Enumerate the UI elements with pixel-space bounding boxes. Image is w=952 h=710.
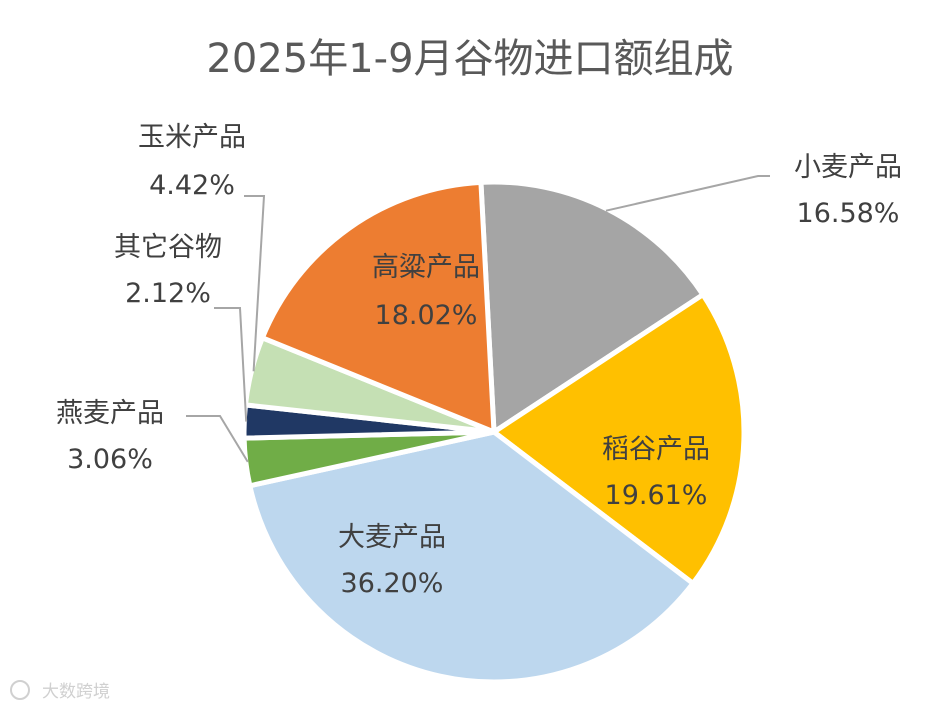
- label-name-barley: 大麦产品: [338, 522, 446, 553]
- pie-slice-wheat: [478, 179, 706, 435]
- label-name-oats: 燕麦产品: [56, 398, 164, 429]
- label-name-sorghum: 高粱产品: [372, 252, 480, 283]
- label-value-rice: 19.61%: [605, 480, 708, 511]
- leader-line-corn: [244, 195, 266, 372]
- chart-title: 2025年1-9月谷物进口额组成: [206, 36, 733, 82]
- watermark-text: 大数跨境: [42, 682, 110, 702]
- pie-slice-barley: [247, 429, 696, 685]
- label-value-other: 2.12%: [125, 278, 211, 309]
- leader-line-wheat: [605, 175, 770, 212]
- pie-slice-rice: [491, 292, 747, 586]
- leader-line-other: [214, 307, 248, 422]
- label-value-sorghum: 18.02%: [375, 300, 478, 331]
- label-name-corn: 玉米产品: [138, 122, 246, 153]
- label-name-wheat: 小麦产品: [794, 152, 902, 183]
- label-value-wheat: 16.58%: [797, 198, 900, 229]
- leader-lines: [186, 175, 770, 463]
- label-name-rice: 稻谷产品: [602, 434, 710, 465]
- watermark-logo-icon: [10, 680, 30, 700]
- watermark: 大数跨境: [10, 680, 110, 702]
- pie-slice-sorghum: [259, 179, 497, 435]
- label-value-corn: 4.42%: [149, 170, 235, 201]
- leader-line-oats: [186, 415, 249, 463]
- label-value-oats: 3.06%: [67, 444, 153, 475]
- label-value-barley: 36.20%: [341, 568, 444, 599]
- label-name-other: 其它谷物: [114, 232, 222, 263]
- pie-slices: [241, 179, 747, 685]
